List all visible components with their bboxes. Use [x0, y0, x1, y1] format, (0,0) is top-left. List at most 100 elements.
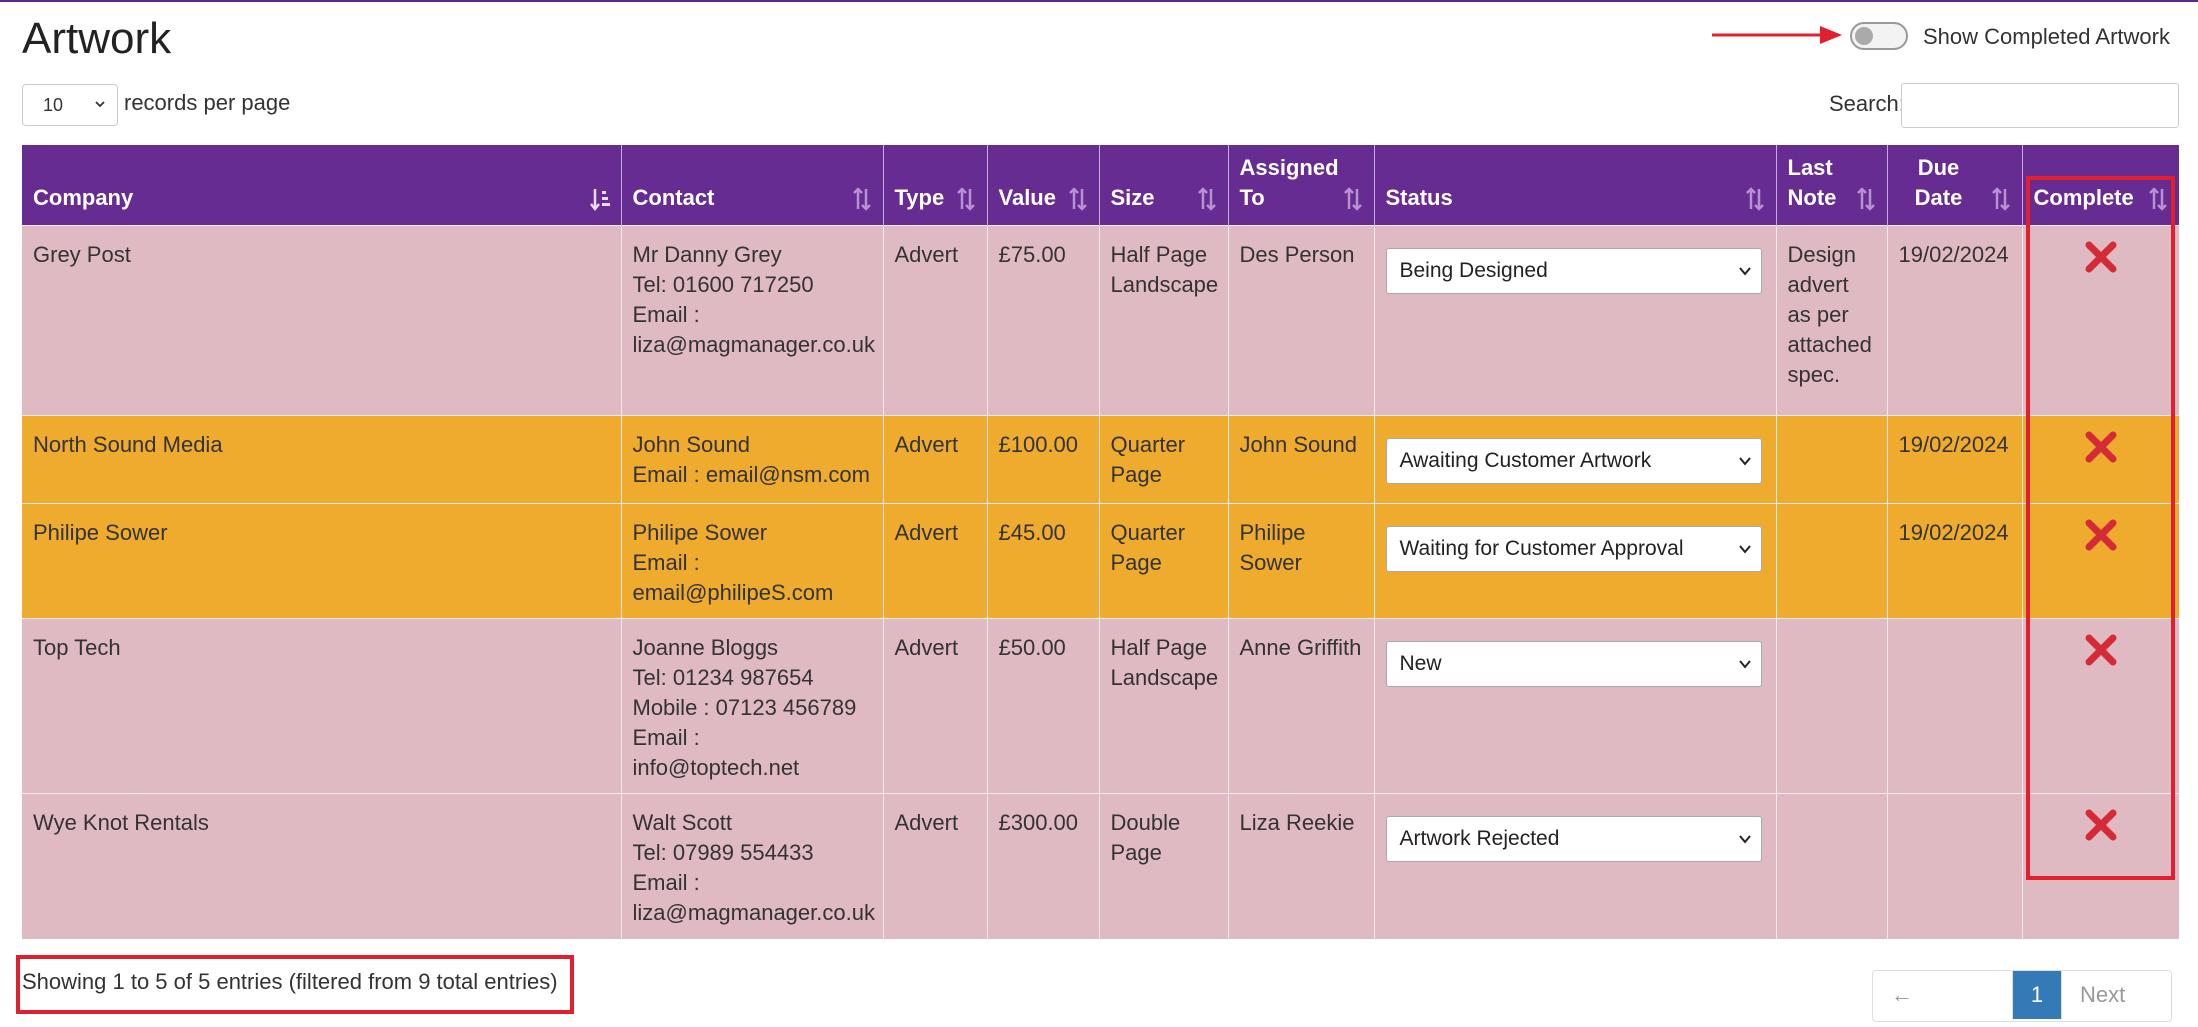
column-label: Complete [2033, 185, 2134, 210]
contact-line: Email : [632, 870, 700, 895]
cell-type: Advert [883, 618, 988, 794]
status-select[interactable]: Being Designed [1385, 248, 1762, 294]
table-row: Grey Post Mr Danny Grey Tel: 01600 71725… [22, 225, 2179, 416]
chevron-down-icon [95, 101, 105, 108]
sort-icon [1068, 187, 1087, 211]
cell-complete [2022, 793, 2179, 939]
cell-due-date: 19/02/2024 [1887, 415, 2023, 504]
cell-size: Double Page [1099, 793, 1229, 939]
contact-line: Email : [632, 725, 700, 750]
annotation-arrow-icon [1712, 26, 1842, 44]
column-header-due-date[interactable]: Due Date [1887, 145, 2023, 226]
cell-complete [2022, 503, 2179, 619]
contact-line: Email : email@nsm.com [632, 462, 871, 487]
cell-last-note: Design advert as per attached spec. [1776, 225, 1888, 416]
artwork-table: Company Contact Type Value Size Assigned… [22, 145, 2179, 939]
cell-contact: John Sound Email : email@nsm.com [621, 415, 884, 504]
status-select[interactable]: Awaiting Customer Artwork [1385, 438, 1762, 484]
cell-complete [2022, 225, 2179, 416]
chevron-down-icon [1738, 545, 1751, 554]
sort-icon [956, 187, 975, 211]
entries-info: Showing 1 to 5 of 5 entries (filtered fr… [22, 969, 558, 994]
contact-line: Walt Scott [632, 810, 732, 835]
cell-type: Advert [883, 503, 988, 619]
cell-size: Quarter Page [1099, 503, 1229, 619]
show-completed-toggle[interactable] [1850, 22, 1908, 50]
cell-value: £75.00 [987, 225, 1100, 416]
show-completed-label: Show Completed Artwork [1923, 24, 2170, 49]
search-label: Search: [1829, 91, 1905, 116]
search-input[interactable] [1901, 83, 2179, 128]
cell-assigned-to: Des Person [1228, 225, 1375, 416]
mark-complete-icon[interactable] [2084, 518, 2118, 552]
column-header-status[interactable]: Status [1374, 145, 1777, 226]
mark-complete-icon[interactable] [2084, 808, 2118, 842]
column-label: Size [1110, 185, 1155, 210]
column-label: Company [33, 185, 134, 210]
cell-company: North Sound Media [22, 415, 622, 504]
contact-line: liza@magmanager.co.uk [632, 332, 875, 357]
status-select[interactable]: Artwork Rejected [1385, 816, 1762, 862]
cell-last-note [1776, 618, 1888, 794]
entries-info-highlight [16, 955, 574, 1014]
column-header-size[interactable]: Size [1099, 145, 1229, 226]
cell-type: Advert [883, 415, 988, 504]
cell-status: Awaiting Customer Artwork [1374, 415, 1777, 504]
table-row: Wye Knot Rentals Walt Scott Tel: 07989 5… [22, 793, 2179, 939]
contact-line: Tel: 07989 554433 [632, 840, 814, 865]
column-header-complete[interactable]: Complete [2022, 145, 2179, 226]
table-row: North Sound Media John Sound Email : ema… [22, 415, 2179, 504]
chevron-down-icon [1738, 835, 1751, 844]
next-page-button[interactable]: Next → [2061, 971, 2171, 1019]
contact-line: liza@magmanager.co.uk [632, 900, 875, 925]
cell-complete [2022, 415, 2179, 504]
column-label: Last Note [1787, 155, 1837, 210]
cell-company: Top Tech [22, 618, 622, 794]
cell-contact: Walt Scott Tel: 07989 554433 Email : liz… [621, 793, 884, 939]
cell-status: Artwork Rejected [1374, 793, 1777, 939]
contact-line: Tel: 01234 987654 [632, 665, 814, 690]
cell-company: Wye Knot Rentals [22, 793, 622, 939]
column-header-type[interactable]: Type [883, 145, 988, 226]
column-header-contact[interactable]: Contact [621, 145, 884, 226]
cell-value: £100.00 [987, 415, 1100, 504]
contact-line: Email : [632, 550, 700, 575]
contact-line: Joanne Bloggs [632, 635, 779, 660]
cell-assigned-to: Anne Griffith [1228, 618, 1375, 794]
sort-icon [1343, 187, 1362, 211]
mark-complete-icon[interactable] [2084, 430, 2118, 464]
cell-last-note [1776, 503, 1888, 619]
status-value: Awaiting Customer Artwork [1399, 449, 1652, 472]
cell-value: £45.00 [987, 503, 1100, 619]
cell-last-note [1776, 793, 1888, 939]
status-value: Artwork Rejected [1399, 827, 1560, 850]
chevron-down-icon [1738, 267, 1751, 276]
cell-company: Philipe Sower [22, 503, 622, 619]
mark-complete-icon[interactable] [2084, 240, 2118, 274]
contact-line: Email : [632, 302, 700, 327]
column-label: Value [998, 185, 1056, 210]
cell-type: Advert [883, 225, 988, 416]
sort-asc-icon [589, 189, 610, 211]
contact-line: Mobile : 07123 456789 [632, 695, 857, 720]
status-select[interactable]: New [1385, 641, 1762, 687]
status-value: Waiting for Customer Approval [1399, 537, 1684, 560]
column-header-company[interactable]: Company [22, 145, 622, 226]
cell-type: Advert [883, 793, 988, 939]
records-per-page-value: 10 [43, 95, 64, 115]
previous-page-button[interactable]: ← Previous [1873, 971, 2013, 1019]
page-1-button[interactable]: 1 [2013, 971, 2061, 1019]
status-value: Being Designed [1399, 259, 1548, 282]
column-header-last-note[interactable]: Last Note [1776, 145, 1888, 226]
records-per-page-select[interactable]: 10 [22, 84, 118, 126]
sort-icon [852, 187, 871, 211]
top-border [0, 0, 2198, 2]
status-select[interactable]: Waiting for Customer Approval [1385, 526, 1762, 572]
mark-complete-icon[interactable] [2084, 633, 2118, 667]
table-row: Philipe Sower Philipe Sower Email : emai… [22, 503, 2179, 619]
contact-line: John Sound [632, 432, 750, 457]
column-label: Assigned To [1239, 155, 1339, 210]
sort-icon [1991, 187, 2010, 211]
column-header-assigned-to[interactable]: Assigned To [1228, 145, 1375, 226]
column-header-value[interactable]: Value [987, 145, 1100, 226]
